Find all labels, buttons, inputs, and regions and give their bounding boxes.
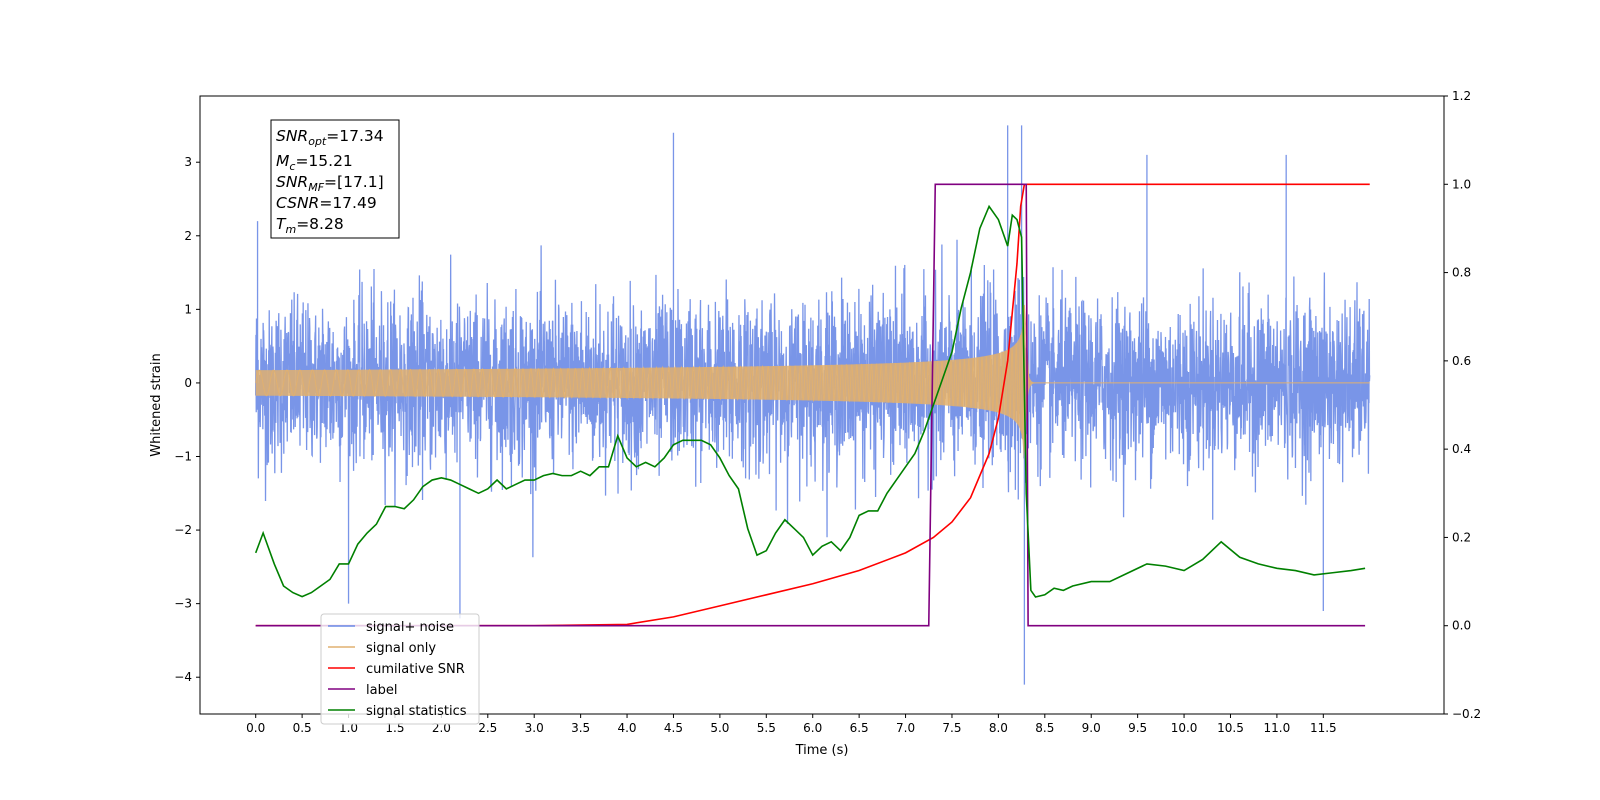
x-tick-label: 3.0 xyxy=(525,721,544,735)
series-cumulative-snr xyxy=(255,183,1370,627)
x-tick-label: 0.5 xyxy=(293,721,312,735)
y-left-tick-label: 0 xyxy=(184,376,192,390)
y-left-tick-label: −3 xyxy=(174,597,192,611)
x-tick-label: 11.5 xyxy=(1310,721,1337,735)
y-right-tick-label: 0.2 xyxy=(1452,530,1471,544)
x-tick-label: 6.0 xyxy=(803,721,822,735)
x-tick-label: 0.0 xyxy=(246,721,265,735)
legend-label: signal+ noise xyxy=(366,620,454,635)
series-label xyxy=(255,183,1366,627)
y-axis-left: −4 −3 −2 −1 0 1 2 3 xyxy=(174,155,200,684)
series-signal-noise xyxy=(255,125,1371,685)
legend-label: signal only xyxy=(366,641,436,656)
y-left-tick-label: −2 xyxy=(174,523,192,537)
annotation-snr-mf: SNRMF=[17.1] xyxy=(276,173,384,194)
y-left-tick-label: −4 xyxy=(174,670,192,684)
x-tick-label: 9.0 xyxy=(1082,721,1101,735)
plot-area xyxy=(254,125,1371,685)
x-tick-label: 9.5 xyxy=(1128,721,1147,735)
annotation-box: SNRopt=17.34 Mc=15.21 SNRMF=[17.1] CSNR=… xyxy=(270,119,400,239)
y-right-tick-label: 0.0 xyxy=(1452,619,1471,633)
plot-frame xyxy=(199,95,1445,715)
series-signal-statistics xyxy=(254,204,1366,598)
y-left-tick-label: 1 xyxy=(184,302,192,316)
x-tick-label: 5.5 xyxy=(757,721,776,735)
x-tick-label: 11.0 xyxy=(1264,721,1291,735)
y-right-tick-label: 0.4 xyxy=(1452,442,1471,456)
y-axis-label-left: Whitened strain xyxy=(149,353,164,456)
annotation-csnr: CSNR=17.49 xyxy=(276,194,377,212)
y-right-tick-label: 0.6 xyxy=(1452,354,1471,368)
legend-label: cumilative SNR xyxy=(366,662,465,677)
x-tick-label: 6.5 xyxy=(850,721,869,735)
legend-label: signal statistics xyxy=(366,704,467,719)
y-right-tick-label: −0.2 xyxy=(1452,707,1481,721)
annotation-snr-opt: SNRopt=17.34 xyxy=(276,127,384,148)
x-tick-label: 10.5 xyxy=(1217,721,1244,735)
x-tick-label: 3.5 xyxy=(571,721,590,735)
x-axis-label: Time (s) xyxy=(795,743,849,758)
x-tick-label: 5.0 xyxy=(710,721,729,735)
x-tick-label: 8.5 xyxy=(1035,721,1054,735)
series-signal-only xyxy=(255,304,1370,440)
legend-label: label xyxy=(366,683,397,698)
x-tick-label: 10.0 xyxy=(1171,721,1198,735)
y-left-tick-label: 3 xyxy=(184,155,192,169)
x-tick-label: 7.5 xyxy=(942,721,961,735)
series-signal-only-envelope xyxy=(255,305,1036,461)
y-right-tick-label: 1.0 xyxy=(1452,177,1471,191)
y-left-tick-label: −1 xyxy=(174,450,192,464)
legend: signal+ noise signal only cumilative SNR la… xyxy=(320,613,480,725)
annotation-tm: Tm=8.28 xyxy=(276,215,344,236)
y-right-tick-label: 1.2 xyxy=(1452,89,1471,103)
y-left-tick-label: 2 xyxy=(184,229,192,243)
x-tick-label: 8.0 xyxy=(989,721,1008,735)
x-tick-label: 4.0 xyxy=(617,721,636,735)
y-right-tick-label: 0.8 xyxy=(1452,266,1471,280)
x-tick-label: 7.0 xyxy=(896,721,915,735)
x-tick-label: 4.5 xyxy=(664,721,683,735)
x-tick-label: 2.5 xyxy=(478,721,497,735)
annotation-mc: Mc=15.21 xyxy=(276,152,353,173)
y-axis-right: −0.2 0.0 0.2 0.4 0.6 0.8 1.0 1.2 xyxy=(1444,89,1481,721)
